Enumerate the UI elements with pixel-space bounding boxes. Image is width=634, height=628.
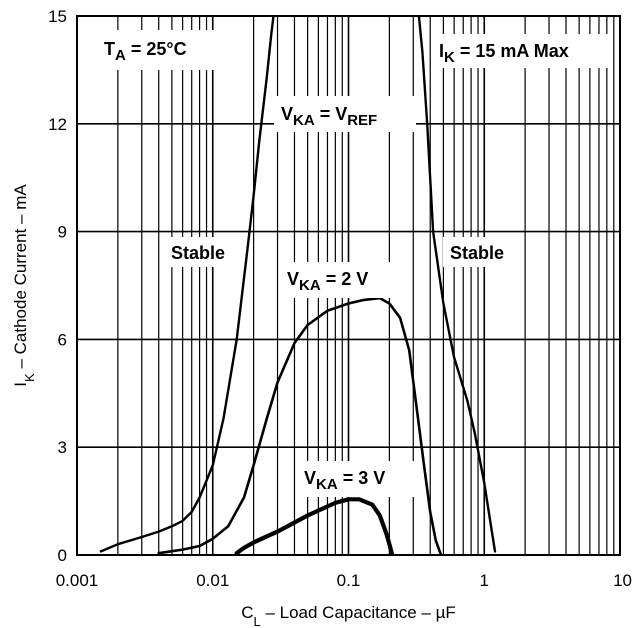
y-axis-label-main: I [11,382,30,387]
y-tick-label: 6 [58,330,67,349]
max-current-label-bg [432,34,610,68]
vka-ref-label-part: = V [315,104,348,124]
y-axis-label-sub: K [22,373,37,382]
vka-ref-label-part: REF [347,112,377,129]
max-current-label-part: = 15 mA Max [455,41,569,61]
x-axis-label-main: C [241,603,253,622]
vka-3v-label-part: V [304,468,316,488]
max-current-label: IK = 15 mA Max [439,41,569,66]
tick-labels: 0.001 0.01 0.1 1 10 0 3 6 9 12 15 [48,7,632,590]
x-tick-label: 0.1 [337,571,361,590]
max-current-label-part: I [439,41,444,61]
y-axis-label-rest: – Cathode Current – mA [11,184,30,374]
y-tick-label: 12 [48,115,67,134]
temperature-label: TA = 25°C [104,39,187,64]
stable-right-label-bg [443,237,523,267]
x-tick-label: 10 [613,571,632,590]
y-tick-label: 15 [48,7,67,26]
vka-2v-label: VKA = 2 V [287,269,368,294]
curve-vka-ref [99,16,497,553]
y-tick-label: 0 [58,546,67,565]
curve-vka-2v [157,296,443,555]
vka-3v-label-part: KA [316,476,338,493]
vka-ref-label-part: V [281,104,293,124]
curve-vka-3v [234,497,395,555]
vka-2v-label-bg [280,262,412,298]
vka-2v-label-part: = 2 V [321,269,369,289]
max-current-label-part: K [444,49,455,66]
x-axis-label: CL – Load Capacitance – µF [241,603,456,628]
temperature-label-part: = 25°C [126,39,187,59]
vka-2v-label-part: KA [299,277,321,294]
plot-frame [76,15,621,556]
stable-left-label: Stable [171,243,225,263]
curves [99,16,497,555]
y-tick-label: 3 [58,438,67,457]
y-tick-label: 9 [58,223,67,242]
vka-ref-label: VKA = VREF [281,104,377,129]
x-tick-label: 0.001 [56,571,99,590]
temperature-label-part: A [115,47,126,64]
x-tick-label: 0.01 [196,571,229,590]
vka-3v-label-bg [297,461,419,497]
stable-right-label: Stable [450,243,504,263]
vka-2v-label-part: V [287,269,299,289]
y-axis-label: IK – Cathode Current – mA [11,184,37,387]
temperature-label-part: T [104,39,115,59]
vka-3v-label-part: = 3 V [338,468,386,488]
temperature-label-bg [95,30,217,70]
stable-left-label-bg [164,237,244,267]
vka-ref-label-part: KA [293,112,315,129]
x-tick-label: 1 [480,571,489,590]
vka-ref-label-bg [274,96,416,132]
vka-3v-label: VKA = 3 V [304,468,385,493]
x-axis-label-sub: L [254,614,261,628]
x-axis-label-rest: – Load Capacitance – µF [261,603,456,622]
